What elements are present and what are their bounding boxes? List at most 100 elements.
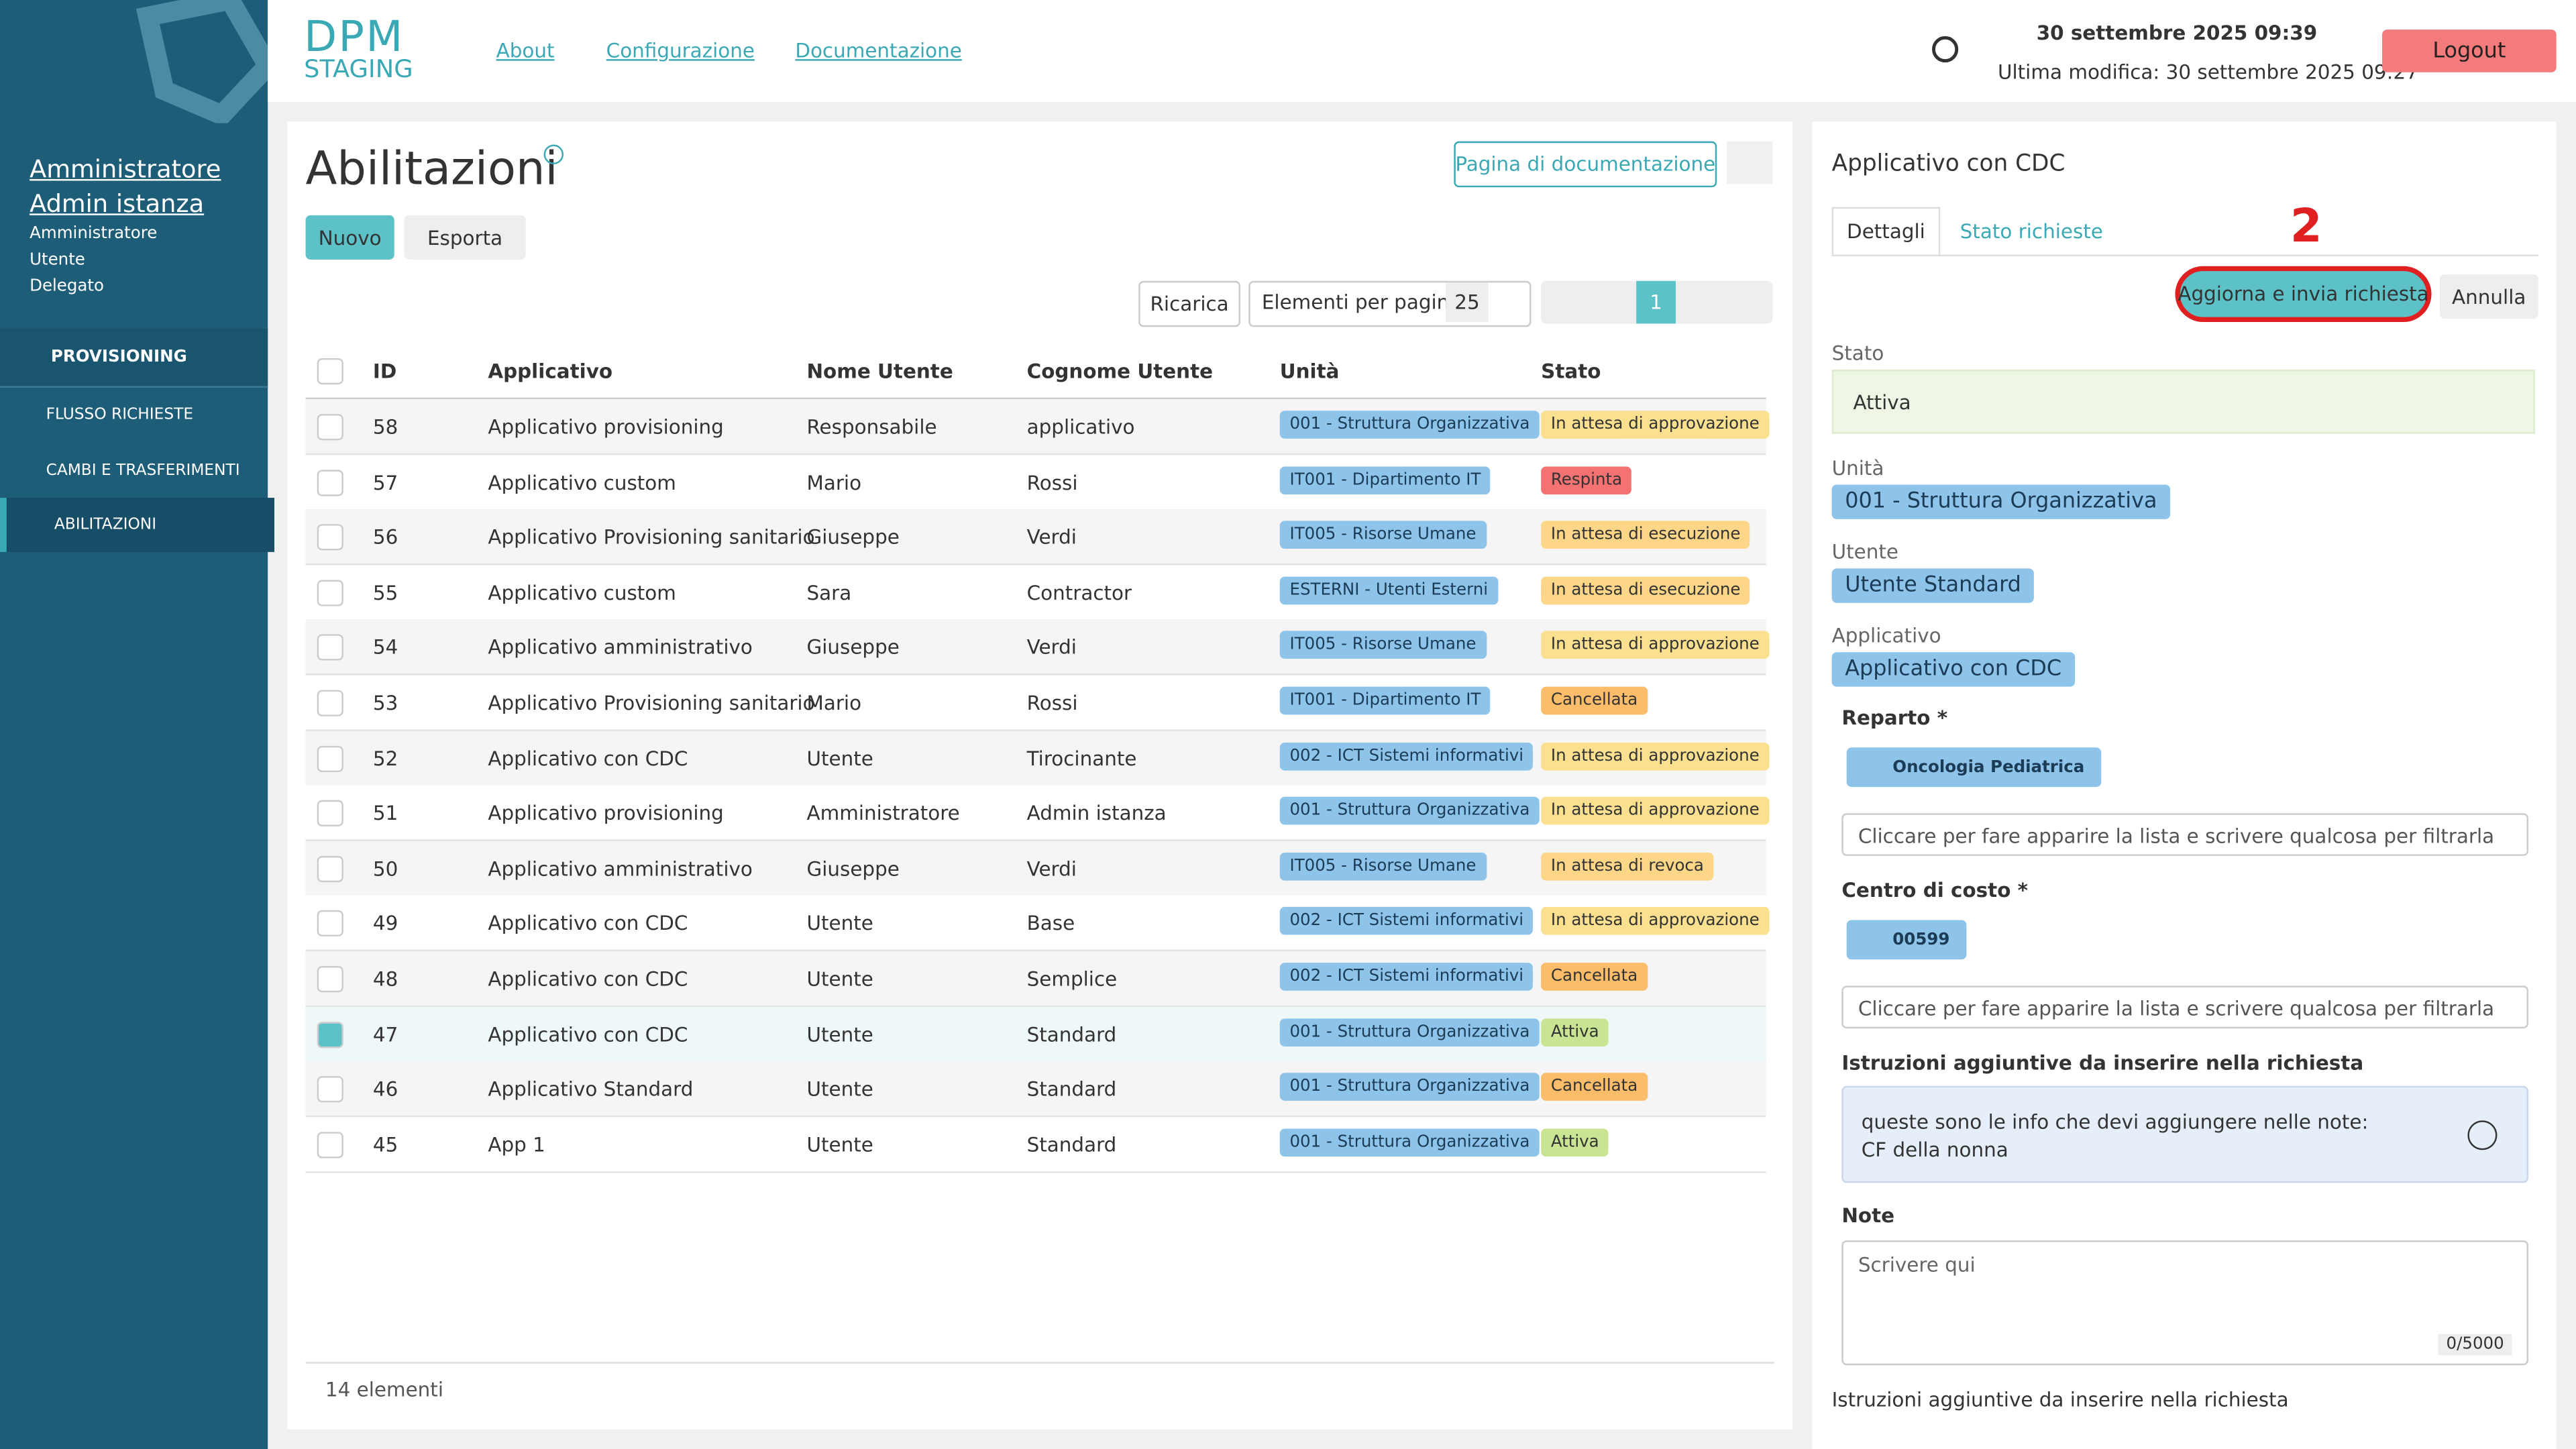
footer-line bbox=[305, 1362, 1774, 1364]
row-checkbox[interactable] bbox=[317, 524, 343, 551]
select[interactable]: Cliccare per fare apparire la lista e sc… bbox=[1841, 813, 2529, 856]
row bbox=[305, 454, 1766, 511]
nav-item[interactable]: ABILITAZIONI bbox=[54, 515, 157, 534]
reload-button[interactable]: Ricarica bbox=[1138, 280, 1240, 327]
header-checkbox[interactable] bbox=[317, 358, 343, 385]
cell: 47 bbox=[372, 1022, 398, 1046]
unit-tag: IT005 - Risorse Umane bbox=[1279, 631, 1487, 660]
field-label: Note bbox=[1841, 1204, 1895, 1228]
field-tag: Utente Standard bbox=[1831, 568, 2035, 603]
cell: Rossi bbox=[1026, 692, 1078, 715]
row-checkbox[interactable] bbox=[317, 1076, 343, 1103]
last-modified: Ultima modifica: 30 settembre 2025 09:27 bbox=[1997, 60, 2418, 84]
info-icon bbox=[543, 144, 564, 164]
row-checkbox[interactable] bbox=[317, 690, 343, 716]
datetime: 30 settembre 2025 09:39 bbox=[2036, 21, 2318, 45]
cell: Applicativo con CDC bbox=[488, 1022, 688, 1046]
search-icon[interactable] bbox=[1932, 36, 1959, 63]
row bbox=[305, 620, 1766, 676]
textarea[interactable]: Scrivere qui bbox=[1841, 1240, 2529, 1366]
unit-tag: 001 - Struttura Organizzativa bbox=[1279, 1073, 1540, 1102]
cancel-button[interactable]: Annulla bbox=[2439, 274, 2538, 319]
cell: Sara bbox=[806, 581, 852, 604]
user-sub[interactable]: Admin istanza bbox=[30, 189, 205, 219]
stato-box: Attiva bbox=[1831, 370, 2535, 434]
submit-button[interactable]: Aggiorna e invia richiesta bbox=[2175, 266, 2432, 323]
cell: 55 bbox=[372, 581, 398, 604]
cell: 48 bbox=[372, 967, 398, 991]
nav-item[interactable]: FLUSSO RICHIESTE bbox=[46, 405, 194, 424]
unit-tag: ESTERNI - Utenti Esterni bbox=[1279, 576, 1498, 604]
unit-tag: 001 - Struttura Organizzativa bbox=[1279, 1018, 1540, 1046]
row-checkbox[interactable] bbox=[317, 800, 343, 827]
cell: Responsabile bbox=[806, 415, 937, 439]
user-name[interactable]: Amministratore bbox=[30, 154, 221, 184]
unit-tag: 001 - Struttura Organizzativa bbox=[1279, 411, 1540, 439]
row-checkbox[interactable] bbox=[317, 745, 343, 772]
chip[interactable]: 00599 bbox=[1846, 920, 1966, 960]
row-checkbox[interactable] bbox=[317, 855, 343, 882]
cell: Giuseppe bbox=[806, 526, 900, 549]
cell: Giuseppe bbox=[806, 636, 900, 660]
unit-tag: IT001 - Dipartimento IT bbox=[1279, 686, 1491, 715]
field-label: Centro di costo * bbox=[1841, 879, 2029, 902]
cell: Standard bbox=[1026, 1022, 1117, 1046]
nav-link[interactable]: About bbox=[496, 39, 555, 63]
nav-link[interactable]: Configurazione bbox=[606, 39, 755, 63]
page-current[interactable]: 1 bbox=[1636, 280, 1676, 324]
row-checkbox[interactable] bbox=[317, 579, 343, 606]
status-tag: Respinta bbox=[1541, 466, 1632, 494]
unit-tag: 001 - Struttura Organizzativa bbox=[1279, 797, 1540, 825]
column-header: Cognome Utente bbox=[1026, 360, 1214, 383]
status-tag: Attiva bbox=[1541, 1018, 1609, 1046]
sidebar bbox=[0, 0, 268, 1449]
row-checkbox[interactable] bbox=[317, 1021, 343, 1048]
row-checkbox[interactable] bbox=[317, 469, 343, 496]
status-tag: Attiva bbox=[1541, 1128, 1609, 1157]
cell: Tirocinante bbox=[1026, 747, 1137, 770]
logout-button[interactable]: Logout bbox=[2382, 30, 2557, 72]
nav-item[interactable]: CAMBI E TRASFERIMENTI bbox=[46, 460, 240, 479]
cell: Applicativo con CDC bbox=[488, 967, 688, 991]
row bbox=[305, 564, 1766, 621]
status-tag: In attesa di esecuzione bbox=[1541, 521, 1751, 549]
cell: Applicativo Provisioning sanitario bbox=[488, 692, 815, 715]
select[interactable]: Cliccare per fare apparire la lista e sc… bbox=[1841, 985, 2529, 1029]
doc-button[interactable]: Pagina di documentazione bbox=[1454, 141, 1717, 188]
cell: 49 bbox=[372, 912, 398, 936]
chip[interactable]: Oncologia Pediatrica bbox=[1846, 747, 2101, 788]
unit-tag: 002 - ICT Sistemi informativi bbox=[1279, 907, 1534, 936]
logo-mark bbox=[136, 0, 268, 123]
new-button[interactable]: Nuovo bbox=[305, 215, 394, 260]
section-title[interactable]: PROVISIONING bbox=[50, 348, 187, 367]
cell: Applicativo custom bbox=[488, 470, 676, 494]
row-checkbox[interactable] bbox=[317, 414, 343, 441]
column-header: Nome Utente bbox=[806, 360, 953, 383]
status-tag: Cancellata bbox=[1541, 686, 1648, 715]
unit-tag: 002 - ICT Sistemi informativi bbox=[1279, 963, 1534, 991]
export-button[interactable]: Esporta bbox=[404, 215, 526, 260]
row-checkbox[interactable] bbox=[317, 910, 343, 937]
status-tag: In attesa di esecuzione bbox=[1541, 576, 1751, 604]
cell: Semplice bbox=[1026, 967, 1118, 991]
unit-tag: IT005 - Risorse Umane bbox=[1279, 521, 1487, 549]
nav-link[interactable]: Documentazione bbox=[795, 39, 962, 63]
per-page[interactable]: 25 bbox=[1446, 282, 1489, 323]
tab[interactable]: Stato richieste bbox=[1960, 220, 2103, 244]
collapse-button[interactable] bbox=[1726, 141, 1773, 184]
row-checkbox[interactable] bbox=[317, 1131, 343, 1159]
cell: Contractor bbox=[1026, 581, 1132, 604]
cell: App 1 bbox=[488, 1133, 545, 1157]
tab-active[interactable]: Dettagli bbox=[1831, 207, 1941, 255]
cell: Utente bbox=[806, 747, 873, 770]
row-checkbox[interactable] bbox=[317, 966, 343, 993]
unit-tag: IT005 - Risorse Umane bbox=[1279, 852, 1487, 881]
cell: Mario bbox=[806, 692, 862, 715]
row-checkbox[interactable] bbox=[317, 635, 343, 661]
status-tag: In attesa di approvazione bbox=[1541, 907, 1770, 936]
annotation: 2 bbox=[2290, 199, 2322, 254]
cell: Utente bbox=[806, 1133, 873, 1157]
field-label: Unità bbox=[1831, 456, 1884, 480]
cell: 54 bbox=[372, 636, 398, 660]
